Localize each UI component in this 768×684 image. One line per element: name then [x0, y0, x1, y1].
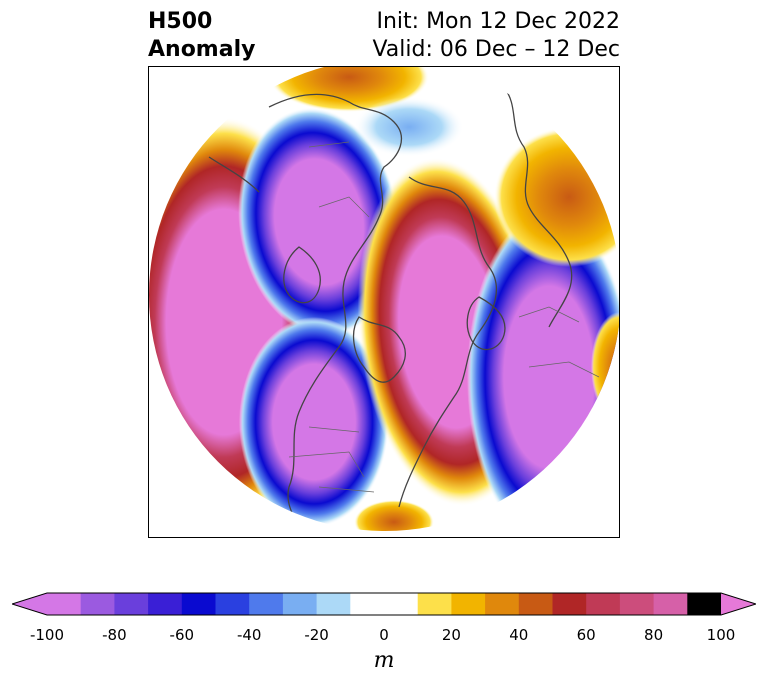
title-type: Anomaly: [148, 37, 256, 62]
colorbar-tick-label: 60: [576, 626, 596, 644]
colorbar-tick-label: -40: [236, 626, 262, 644]
colorbar-bin: [687, 593, 722, 615]
colorbar-bin: [350, 593, 419, 615]
colorbar-tick-label: 40: [509, 626, 529, 644]
colorbar: [12, 592, 756, 616]
colorbar-bin: [282, 593, 318, 615]
colorbar-tick-label: -20: [304, 626, 329, 644]
colorbar-bin: [316, 593, 351, 615]
colorbar-unit-label: m: [373, 648, 395, 673]
colorbar-bin: [114, 593, 149, 615]
colorbar-bin: [47, 593, 82, 615]
colorbar-tick-label: 80: [644, 626, 664, 644]
colorbar-bin: [518, 593, 553, 615]
colorbar-bin: [249, 593, 284, 615]
colorbar-tick-label: -80: [102, 626, 127, 644]
colorbar-bin: [215, 593, 250, 615]
colorbar-bin: [451, 593, 486, 615]
anomaly-map: [149, 67, 619, 531]
borders: [288, 141, 600, 493]
colorbar-bin: [586, 593, 621, 615]
colorbar-bin: [148, 593, 183, 615]
negative-anomaly-top: [354, 97, 464, 157]
colorbar-tick-label: -60: [169, 626, 195, 644]
colorbar-tick-label: 20: [441, 626, 461, 644]
title-variable: H500: [148, 9, 213, 34]
colorbar-bin: [552, 593, 587, 615]
colorbar-bin: [80, 593, 115, 615]
colorbar-bin: [619, 593, 655, 615]
chart-title-right: Init: Mon 12 Dec 2022 Valid: 06 Dec – 12…: [372, 8, 620, 64]
colorbar-bin: [653, 593, 688, 615]
colorbar-tick-label: -100: [29, 626, 65, 644]
colorbar-over-extend: [721, 593, 756, 615]
chart-title-left: H500 Anomaly: [148, 8, 255, 64]
colorbar-bin: [181, 593, 216, 615]
map-panel: [148, 66, 620, 538]
colorbar-outline: [12, 592, 756, 616]
title-init: Init: Mon 12 Dec 2022: [376, 9, 621, 34]
title-valid: Valid: 06 Dec – 12 Dec: [372, 37, 620, 62]
colorbar-under-extend: [12, 593, 47, 615]
colorbar-bin: [417, 593, 452, 615]
colorbar-tick-label: 0: [379, 626, 389, 644]
colorbar-tick-label: 100: [706, 626, 736, 644]
negative-anomaly-south: [239, 317, 389, 527]
positive-anomaly-bottom: [354, 500, 434, 531]
colorbar-bin: [485, 593, 520, 615]
